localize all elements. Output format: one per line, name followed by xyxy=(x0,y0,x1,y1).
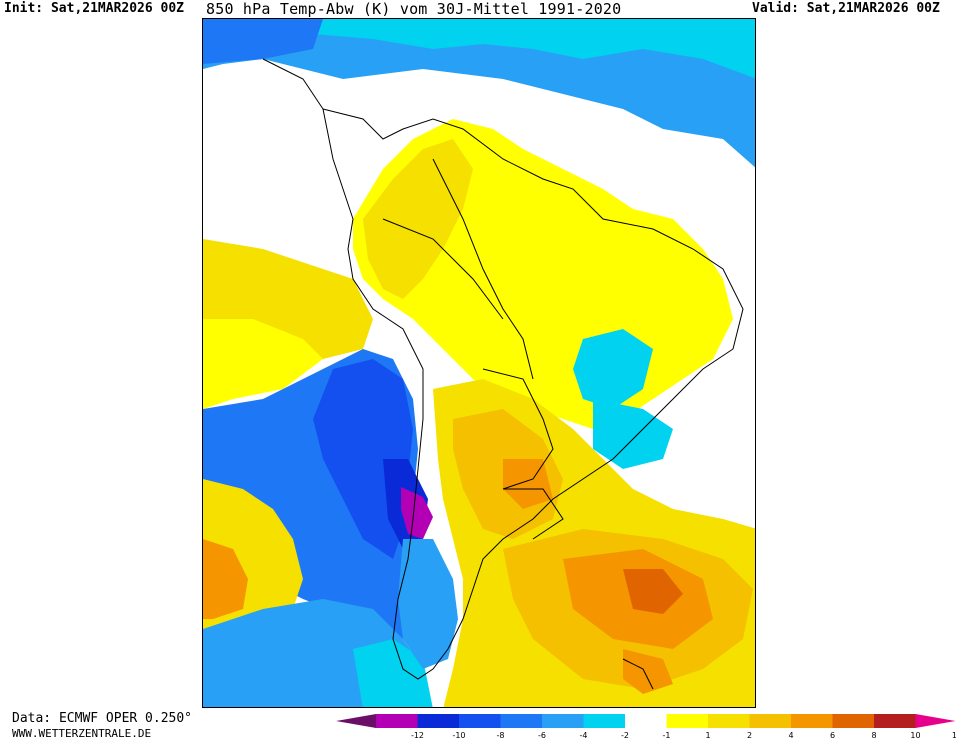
legend-tick-label: -10 xyxy=(452,731,465,740)
legend-tick-label: 12 xyxy=(952,731,956,740)
legend-swatch xyxy=(666,714,708,728)
anomaly-region-slight-cool-drake xyxy=(353,639,433,707)
anomaly-region-hot-sw-pacific xyxy=(203,539,248,619)
country-border-2 xyxy=(382,218,504,320)
legend-swatch xyxy=(417,714,459,728)
legend-swatch xyxy=(625,714,667,728)
color-legend: -12-10-8-6-4-2-1124681012 xyxy=(336,712,959,740)
legend-swatch xyxy=(542,714,584,728)
anomaly-region-slight-cool-north xyxy=(203,19,755,79)
legend-tick-label: 2 xyxy=(747,731,752,740)
legend-swatch xyxy=(708,714,750,728)
init-time: Init: Sat,21MAR2026 00Z xyxy=(4,1,185,16)
anomaly-region-cool-north xyxy=(203,19,755,168)
anomaly-region-hotter-atlantic xyxy=(623,569,683,614)
country-border-3 xyxy=(482,368,554,490)
legend-tick-label: 1 xyxy=(705,731,710,740)
legend-tick-label: -8 xyxy=(497,731,505,740)
legend-tick-label: -1 xyxy=(663,731,671,740)
legend-arrow-right xyxy=(915,714,956,728)
legend-arrow-left xyxy=(336,714,376,728)
legend-swatch xyxy=(791,714,833,728)
color-legend-bar: -12-10-8-6-4-2-1124681012 xyxy=(336,714,959,740)
legend-swatch xyxy=(749,714,791,728)
legend-swatch xyxy=(583,714,625,728)
map-title: 850 hPa Temp-Abw (K) vom 30J-Mittel 1991… xyxy=(206,0,622,18)
legend-tick-label: -2 xyxy=(621,731,629,740)
legend-tick-label: 6 xyxy=(830,731,835,740)
header: Init: Sat,21MAR2026 00Z 850 hPa Temp-Abw… xyxy=(0,0,959,18)
legend-swatch xyxy=(459,714,501,728)
anomaly-region-cool-nw xyxy=(203,19,323,64)
legend-tick-label: 8 xyxy=(871,731,876,740)
legend-swatch xyxy=(500,714,542,728)
legend-tick-label: 10 xyxy=(910,731,920,740)
legend-tick-label: -6 xyxy=(538,731,546,740)
country-border-4 xyxy=(503,488,564,540)
anomaly-region-cool-patagonia xyxy=(398,539,458,669)
valid-time: Valid: Sat,21MAR2026 00Z xyxy=(752,1,940,16)
anomaly-region-hot-south-atlantic xyxy=(623,649,673,694)
anomaly-region-slight-cool-brazil-south xyxy=(593,399,673,469)
anomaly-region-slight-cool-brazil xyxy=(573,329,653,409)
website-label: WWW.WETTERZENTRALE.DE xyxy=(12,727,152,740)
anomaly-map xyxy=(203,19,755,707)
data-source-label: Data: ECMWF OPER 0.250° xyxy=(12,711,193,726)
anomaly-region-hot-argentina xyxy=(503,459,553,509)
legend-tick-label: -12 xyxy=(411,731,424,740)
legend-tick-label: 4 xyxy=(788,731,793,740)
country-border-1 xyxy=(432,158,534,380)
central-america-coast xyxy=(262,58,324,110)
legend-swatch xyxy=(874,714,916,728)
legend-swatch xyxy=(376,714,418,728)
falklands-outline xyxy=(622,658,654,690)
anomaly-region-slight-warm-pacific xyxy=(203,319,323,409)
anomaly-region-strong-cold-andes xyxy=(401,487,433,539)
legend-swatch xyxy=(832,714,874,728)
continent-coastline xyxy=(322,108,744,680)
anomaly-region-warm-andes-north xyxy=(363,139,473,299)
legend-tick-label: -4 xyxy=(580,731,588,740)
map-frame xyxy=(202,18,756,708)
